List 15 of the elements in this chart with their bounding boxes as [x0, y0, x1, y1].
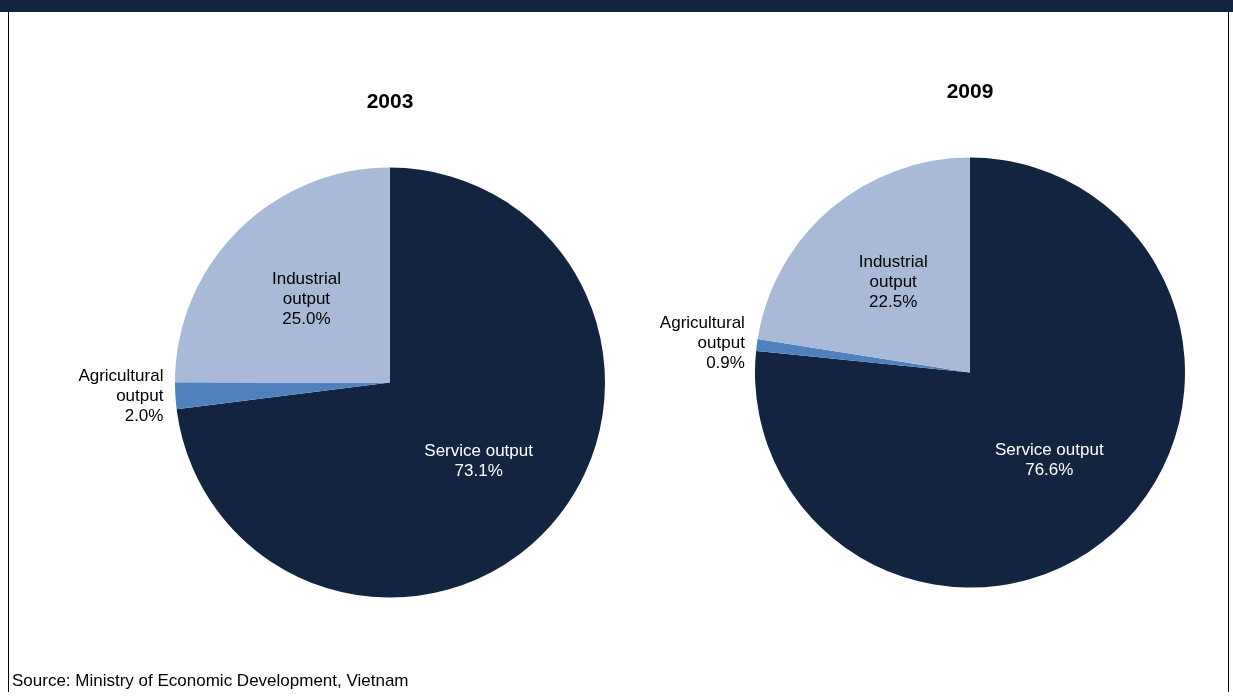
slice-label: Service output [994, 440, 1104, 459]
data-label: 25.0% [282, 308, 331, 328]
chart-title: 2003 [366, 89, 414, 113]
slice-label: Agricultural output [78, 366, 164, 406]
data-label: 0.9% [706, 353, 745, 373]
data-label: 2.0% [124, 406, 164, 426]
slice-label: Agricultural output [659, 313, 746, 353]
data-label: 73.1% [454, 460, 503, 480]
data-label: 76.6% [1025, 460, 1074, 479]
slice-label: Industrial output [271, 268, 341, 308]
data-label: 22.5% [869, 292, 918, 312]
slice-label: Service output [424, 440, 534, 460]
chart-title: 2009 [946, 79, 994, 103]
slice-label: Industrial output [858, 252, 928, 292]
source-note: Source: Ministry of Economic Development, Vietnam [12, 671, 409, 691]
